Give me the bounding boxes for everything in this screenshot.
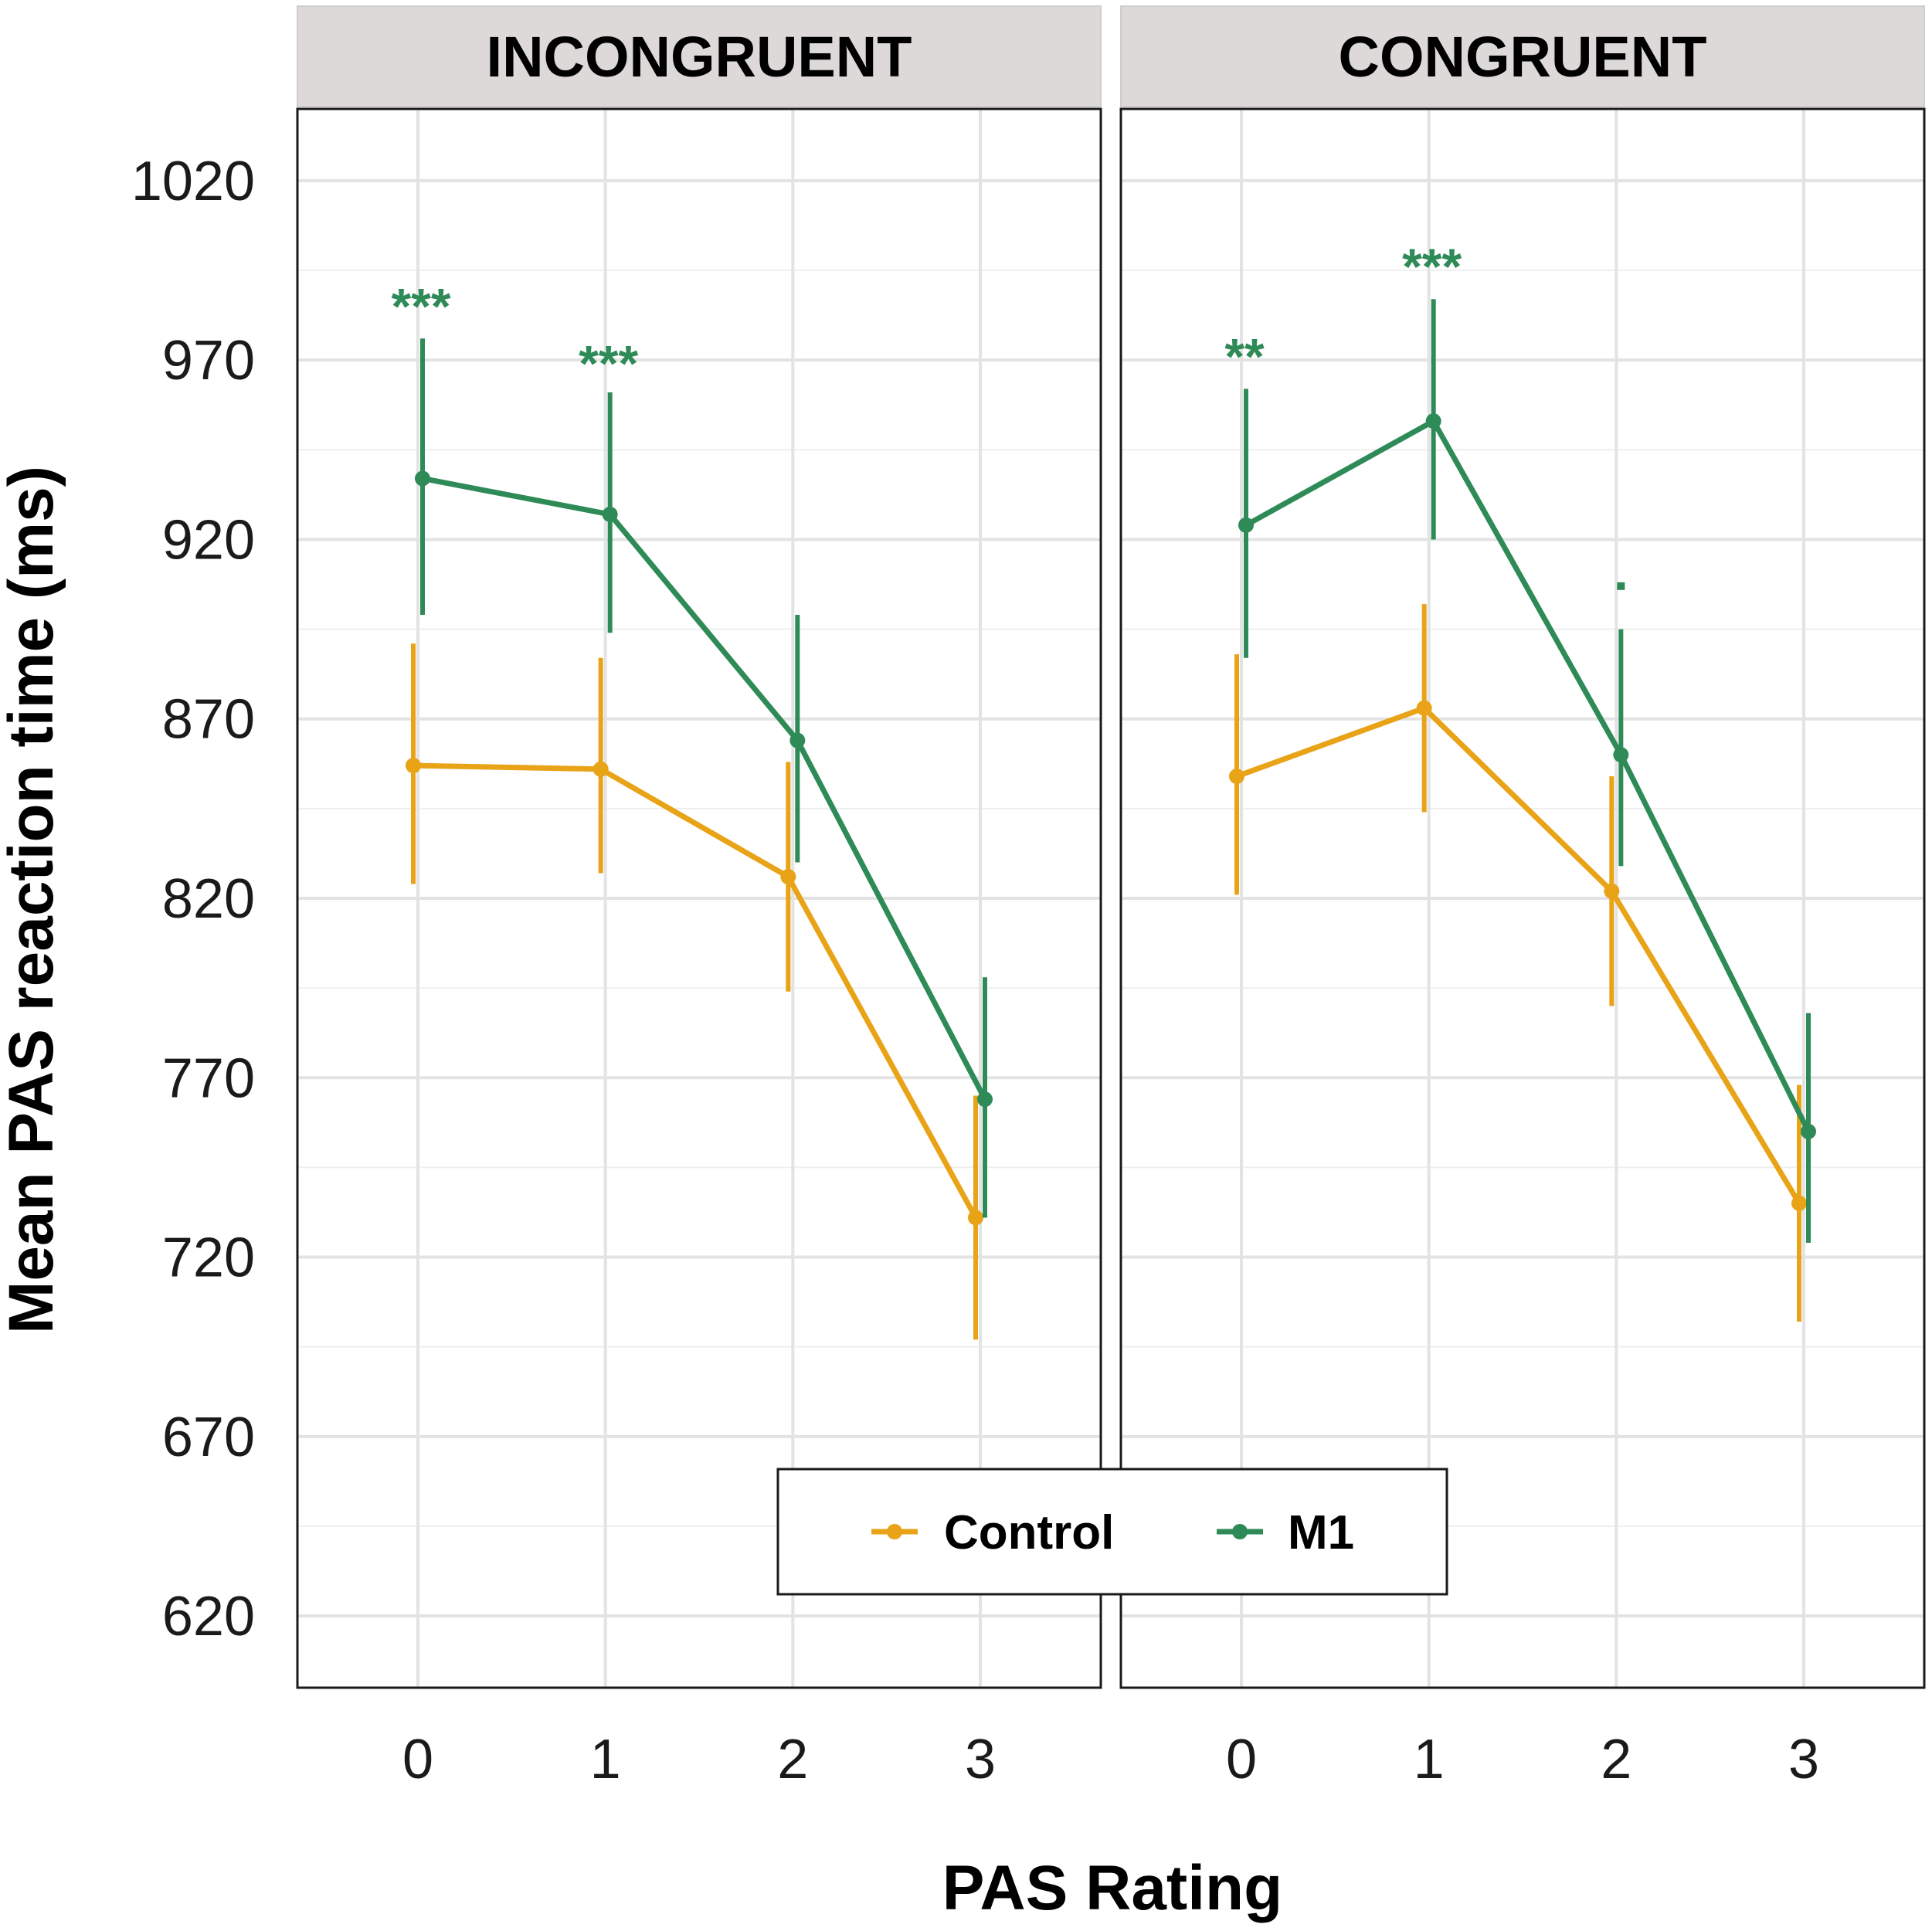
legend-item-control: Control <box>871 1506 1114 1559</box>
series-line <box>413 762 979 1220</box>
legend-label: Control <box>944 1506 1114 1559</box>
panels: 620 670 720 770 820 870 920 970 1020 INCONGRUENT 0… <box>131 5 1926 1790</box>
y-tick-label: 920 <box>162 509 255 571</box>
significance-marker <box>1617 582 1625 590</box>
legend-point <box>1232 1524 1248 1539</box>
y-tick-label: 620 <box>162 1586 255 1648</box>
x-tick-label: 2 <box>777 1729 808 1790</box>
data-point <box>789 732 806 748</box>
x-tick-label: 2 <box>1601 1729 1632 1790</box>
x-tick-label: 0 <box>402 1729 433 1790</box>
data-point <box>1801 1123 1816 1139</box>
data-point <box>1604 883 1620 899</box>
data-point <box>968 1210 983 1226</box>
data-point <box>406 758 421 774</box>
x-tick-label: 1 <box>1414 1729 1445 1790</box>
data-point <box>415 470 430 487</box>
data-point <box>1613 747 1629 763</box>
y-tick-label: 670 <box>162 1407 255 1468</box>
series-control <box>406 643 983 1340</box>
significance-marker: *** <box>579 335 638 392</box>
significance-marker: *** <box>1402 238 1462 295</box>
y-axis-title: Mean PAS reaction time (ms) <box>0 466 66 1334</box>
panel-border <box>296 107 1102 1689</box>
y-tick-label: 820 <box>162 868 255 930</box>
series-control <box>1229 604 1807 1322</box>
data-point <box>593 761 609 777</box>
panel-border <box>1119 107 1926 1689</box>
y-tick-label: 970 <box>162 330 255 392</box>
panel-title: CONGRUENT <box>1339 25 1707 89</box>
legend: Control M1 <box>776 1468 1448 1596</box>
panel-strip <box>1120 5 1925 107</box>
y-tick-label: 720 <box>162 1227 255 1289</box>
data-point <box>1791 1195 1807 1211</box>
legend-item-m1: M1 <box>1217 1506 1354 1559</box>
x-tick-label: 1 <box>590 1729 621 1790</box>
legend-point <box>887 1524 902 1539</box>
y-tick-label: 1020 <box>131 151 255 212</box>
significance-marker: ** <box>1224 327 1265 385</box>
data-point <box>977 1091 993 1108</box>
x-tick-label: 3 <box>965 1729 996 1790</box>
series-line <box>1235 705 1802 1205</box>
series-m1 <box>1238 299 1816 1243</box>
series-line <box>1244 418 1811 1133</box>
y-tick-label: 770 <box>162 1047 255 1109</box>
data-point <box>602 506 618 522</box>
data-point <box>1416 700 1432 716</box>
series-line <box>422 476 988 1101</box>
panel-incongruent: INCONGRUENT 0 1 2 3 *** *** <box>296 5 1102 1790</box>
panel-strip <box>297 5 1102 107</box>
legend-label: M1 <box>1288 1506 1354 1559</box>
y-tick-label: 870 <box>162 689 255 751</box>
data-point <box>780 869 796 885</box>
significance-marker: *** <box>391 277 450 334</box>
panel-title: INCONGRUENT <box>487 25 912 89</box>
data-point <box>1229 769 1244 785</box>
data-point <box>1425 413 1441 429</box>
data-point <box>1238 517 1254 533</box>
x-axis-title: PAS Rating <box>942 1853 1282 1923</box>
series-m1 <box>415 338 993 1218</box>
x-tick-label: 0 <box>1226 1729 1257 1790</box>
x-tick-label: 3 <box>1788 1729 1819 1790</box>
